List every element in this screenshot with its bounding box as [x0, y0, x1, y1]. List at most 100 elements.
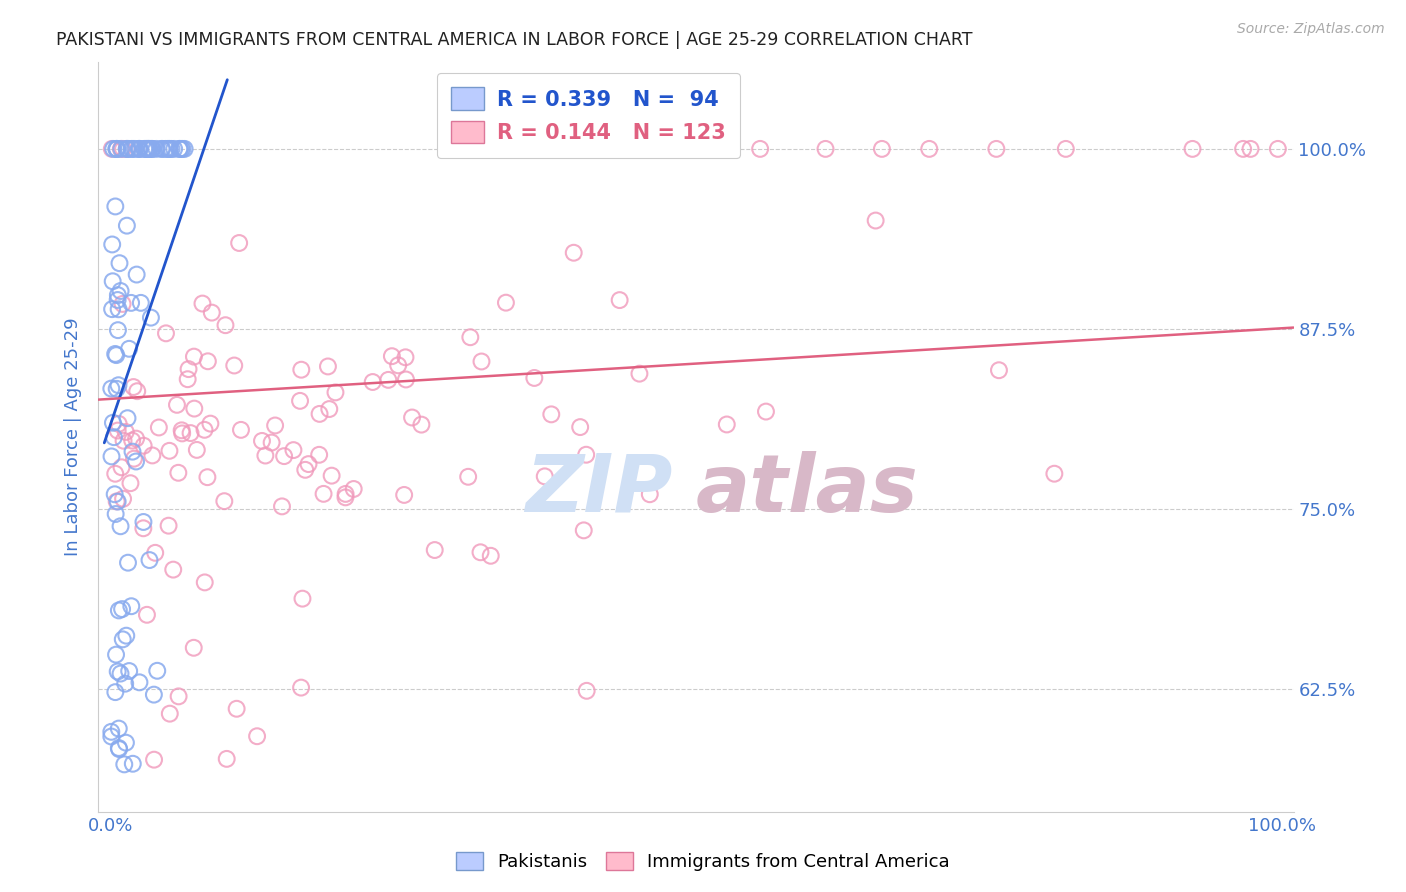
Point: [146, 664, 169, 678]
Point: [1043, 467, 1066, 481]
Point: [107, 722, 129, 736]
Point: [167, 466, 190, 480]
Point: [167, 690, 190, 704]
Point: [103, 430, 125, 444]
Point: [128, 142, 150, 156]
Point: [143, 546, 166, 560]
Point: [104, 507, 127, 521]
Point: [177, 362, 200, 376]
Point: [114, 676, 136, 690]
Point: [254, 449, 277, 463]
Point: [139, 142, 162, 156]
Point: [117, 556, 139, 570]
Point: [105, 142, 128, 156]
Text: Source: ZipAtlas.com: Source: ZipAtlas.com: [1237, 22, 1385, 37]
Point: [121, 434, 143, 448]
Point: [107, 417, 129, 431]
Point: [183, 640, 205, 655]
Point: [273, 449, 295, 463]
Point: [104, 487, 127, 501]
Point: [128, 142, 150, 156]
Point: [865, 213, 887, 227]
Point: [139, 310, 162, 325]
Point: [117, 142, 139, 156]
Point: [138, 142, 160, 156]
Point: [283, 443, 305, 458]
Point: [110, 142, 132, 156]
Point: [115, 736, 138, 750]
Point: [125, 454, 148, 468]
Point: [169, 142, 191, 156]
Point: [197, 470, 219, 484]
Point: [127, 384, 149, 399]
Point: [150, 142, 173, 156]
Point: [157, 518, 180, 533]
Point: [250, 434, 273, 448]
Point: [134, 142, 156, 156]
Point: [105, 142, 128, 156]
Point: [814, 142, 837, 156]
Point: [107, 378, 129, 392]
Point: [988, 363, 1011, 377]
Point: [457, 470, 479, 484]
Point: [121, 756, 143, 771]
Point: [125, 432, 148, 446]
Point: [101, 302, 124, 317]
Point: [115, 629, 138, 643]
Point: [229, 423, 252, 437]
Point: [114, 425, 136, 439]
Point: [117, 142, 139, 156]
Point: [115, 142, 138, 156]
Point: [141, 449, 163, 463]
Point: [308, 407, 330, 421]
Point: [271, 500, 294, 514]
Point: [318, 402, 340, 417]
Point: [335, 491, 357, 505]
Point: [112, 491, 135, 506]
Point: [107, 293, 129, 307]
Point: [111, 602, 134, 616]
Point: [110, 519, 132, 533]
Point: [316, 359, 339, 374]
Point: [325, 385, 347, 400]
Point: [129, 296, 152, 310]
Point: [100, 450, 122, 464]
Point: [142, 688, 165, 702]
Point: [118, 342, 141, 356]
Point: [163, 142, 186, 156]
Point: [172, 142, 194, 156]
Point: [609, 293, 631, 307]
Point: [155, 326, 177, 341]
Point: [120, 142, 142, 156]
Point: [111, 632, 134, 647]
Point: [145, 142, 167, 156]
Point: [214, 318, 236, 333]
Point: [143, 753, 166, 767]
Point: [180, 426, 202, 441]
Point: [540, 408, 562, 422]
Point: [155, 142, 177, 156]
Point: [104, 199, 127, 213]
Point: [246, 729, 269, 743]
Point: [112, 757, 135, 772]
Legend: R = 0.339   N =  94, R = 0.144   N = 123: R = 0.339 N = 94, R = 0.144 N = 123: [436, 73, 741, 158]
Point: [101, 237, 124, 252]
Point: [162, 563, 184, 577]
Point: [569, 420, 592, 434]
Point: [122, 142, 145, 156]
Point: [479, 549, 502, 563]
Point: [1232, 142, 1254, 156]
Point: [166, 398, 188, 412]
Point: [572, 524, 595, 538]
Point: [105, 648, 128, 662]
Point: [105, 348, 128, 362]
Point: [138, 553, 160, 567]
Point: [297, 457, 319, 471]
Point: [214, 494, 236, 508]
Point: [101, 142, 124, 156]
Point: [200, 417, 222, 431]
Point: [394, 351, 416, 365]
Point: [111, 297, 134, 311]
Point: [132, 521, 155, 535]
Point: [110, 284, 132, 298]
